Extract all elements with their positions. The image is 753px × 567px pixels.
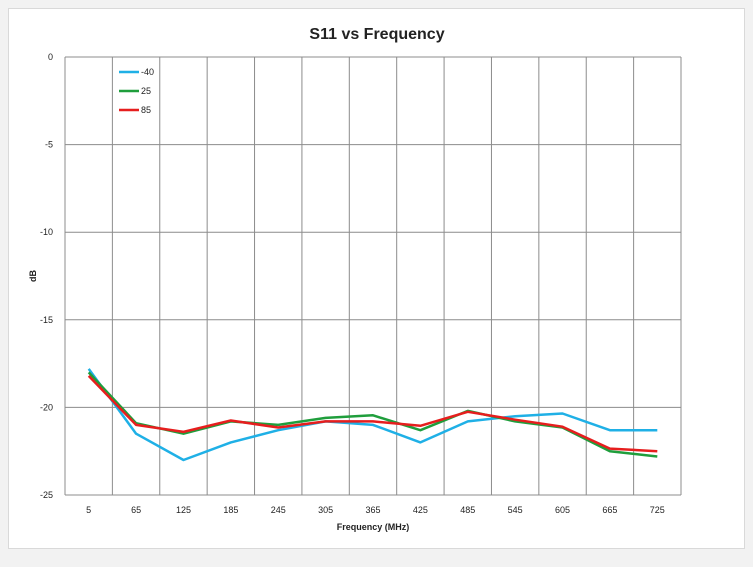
x-tick-label: 665 xyxy=(602,505,617,515)
y-tick-label: -20 xyxy=(40,402,53,412)
series-line xyxy=(87,368,658,462)
x-axis-label: Frequency (MHz) xyxy=(337,522,410,532)
y-tick-labels: 0 -5 -10 -15 -20 -25 xyxy=(40,52,53,500)
y-tick-label: -10 xyxy=(40,227,53,237)
legend-label: -40 xyxy=(141,67,154,77)
x-tick-label: 125 xyxy=(176,505,191,515)
chart-svg: S11 vs Frequency 0 -5 -10 -15 -20 -25 5 65 125 1… xyxy=(28,26,682,532)
y-tick-label: -25 xyxy=(40,490,53,500)
y-tick-label: 0 xyxy=(48,52,53,62)
legend-label: 25 xyxy=(141,86,151,96)
x-tick-labels: 5 65 125 185 245 305 365 425 485 545 605 665 725 xyxy=(86,505,665,515)
x-tick-label: 425 xyxy=(413,505,428,515)
y-axis-label: dB xyxy=(28,270,38,282)
x-tick-label: 485 xyxy=(460,505,475,515)
x-tick-label: 545 xyxy=(508,505,523,515)
x-tick-label: 725 xyxy=(650,505,665,515)
series-lines xyxy=(87,368,658,462)
series-line xyxy=(87,371,658,458)
y-tick-label: -5 xyxy=(45,140,53,150)
y-tick-label: -15 xyxy=(40,315,53,325)
x-tick-label: 5 xyxy=(86,505,91,515)
x-tick-label: 185 xyxy=(223,505,238,515)
legend-label: 85 xyxy=(141,105,151,115)
chart-title: S11 vs Frequency xyxy=(309,26,444,43)
x-tick-label: 245 xyxy=(271,505,286,515)
legend: -40 25 85 xyxy=(119,67,154,115)
x-tick-label: 365 xyxy=(365,505,380,515)
x-tick-label: 605 xyxy=(555,505,570,515)
series-line xyxy=(87,375,658,453)
chart-frame: S11 vs Frequency 0 -5 -10 -15 -20 -25 5 65 125 1… xyxy=(8,8,745,549)
x-tick-label: 305 xyxy=(318,505,333,515)
x-tick-label: 65 xyxy=(131,505,141,515)
